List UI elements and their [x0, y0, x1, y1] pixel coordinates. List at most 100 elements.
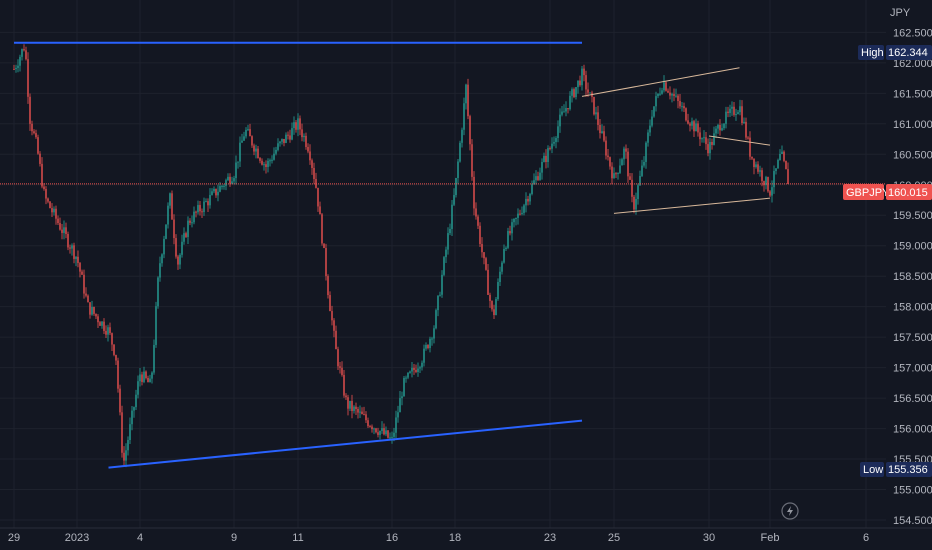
time-tick-label: 30	[703, 532, 715, 544]
candle-body	[317, 187, 319, 207]
candle-body	[157, 277, 159, 307]
candle-body	[257, 148, 259, 159]
candle-body	[551, 143, 553, 149]
candle-body	[59, 223, 61, 230]
candle-body	[139, 374, 141, 382]
candle-body	[675, 95, 677, 97]
grid-lines	[0, 0, 886, 528]
candle-body	[385, 430, 387, 435]
candle-body	[621, 159, 623, 166]
candle-body	[393, 432, 395, 437]
candle-body	[337, 349, 339, 367]
candle-body	[783, 151, 785, 161]
time-axis[interactable]: 29 2023 4 9 11 16 18 23 25 30 Feb 6	[0, 527, 932, 544]
candles	[13, 44, 789, 468]
trendline[interactable]	[708, 135, 771, 146]
trendline[interactable]	[613, 197, 771, 214]
candle-body	[81, 271, 83, 275]
candle-body	[731, 106, 733, 109]
candle-body	[269, 160, 271, 162]
high-value-bg	[886, 45, 932, 60]
trendline[interactable]	[108, 419, 583, 469]
candle-body	[369, 426, 371, 428]
candle-body	[483, 252, 485, 259]
candle-body	[541, 161, 543, 173]
candle-body	[607, 155, 609, 158]
candle-body	[101, 321, 103, 326]
candle-body	[655, 96, 657, 107]
candle-body	[205, 201, 207, 203]
price-tick-label: 156.000	[893, 424, 932, 436]
drawn-trendlines[interactable]	[14, 41, 771, 469]
candle-body	[229, 176, 231, 184]
candle-body	[733, 106, 735, 115]
lightning-icon[interactable]	[781, 502, 799, 520]
candle-body	[439, 294, 441, 296]
candle-body	[693, 121, 695, 132]
time-tick-label: 2023	[65, 532, 89, 544]
candle-body	[473, 176, 475, 209]
candle-body	[221, 185, 223, 187]
high-badge: High 162.344	[858, 45, 932, 60]
candle-body	[587, 89, 589, 93]
candle-body	[673, 94, 675, 96]
candle-body	[321, 214, 323, 244]
candle-body	[95, 313, 97, 317]
candle-body	[349, 400, 351, 409]
candle-body	[189, 220, 191, 223]
candle-body	[223, 185, 225, 187]
candle-body	[579, 80, 581, 86]
candle-body	[521, 212, 523, 214]
candle-body	[759, 170, 761, 172]
candle-body	[109, 327, 111, 334]
candle-body	[201, 211, 203, 213]
candle-body	[413, 367, 415, 370]
candle-body	[749, 137, 751, 157]
candle-body	[379, 430, 381, 435]
candle-body	[301, 129, 303, 138]
candle-body	[251, 136, 253, 146]
candle-body	[195, 211, 197, 213]
candle-body	[389, 437, 391, 439]
low-value-bg	[886, 462, 932, 477]
candle-body	[129, 424, 131, 441]
candle-body	[703, 137, 705, 139]
candle-body	[429, 338, 431, 349]
high-label-bg	[858, 45, 884, 60]
candle-body	[735, 114, 737, 116]
candle-body	[347, 397, 349, 409]
candle-body	[215, 188, 217, 196]
candle-body	[375, 428, 377, 433]
candle-body	[111, 333, 113, 345]
candle-body	[571, 89, 573, 96]
candle-body	[327, 276, 329, 296]
candle-body	[407, 372, 409, 378]
candle-body	[37, 137, 39, 154]
time-tick-label: 9	[231, 532, 237, 544]
candle-body	[131, 410, 133, 425]
price-tick-label: 157.000	[893, 363, 932, 375]
candle-body	[395, 417, 397, 433]
price-tick-label: 156.500	[893, 393, 932, 405]
candle-body	[669, 92, 671, 96]
candle-body	[535, 176, 537, 181]
price-tick-label: 162.000	[893, 58, 932, 70]
trendline[interactable]	[581, 67, 740, 97]
time-tick-label: Feb	[761, 532, 780, 544]
candle-body	[481, 244, 483, 253]
candle-body	[77, 256, 79, 263]
candle-body	[625, 148, 627, 152]
candle-body	[153, 344, 155, 373]
candle-body	[519, 213, 521, 215]
candle-body	[599, 124, 601, 134]
candle-body	[309, 151, 311, 161]
candle-body	[667, 90, 669, 93]
price-axis[interactable]: JPY 162.500 162.000 161.500 161.000 160.500 1…	[886, 0, 932, 528]
candle-body	[623, 148, 625, 160]
candle-body	[13, 68, 15, 70]
candle-body	[487, 269, 489, 295]
candle-body	[73, 245, 75, 259]
candle-body	[381, 428, 383, 431]
candle-body	[43, 186, 45, 190]
